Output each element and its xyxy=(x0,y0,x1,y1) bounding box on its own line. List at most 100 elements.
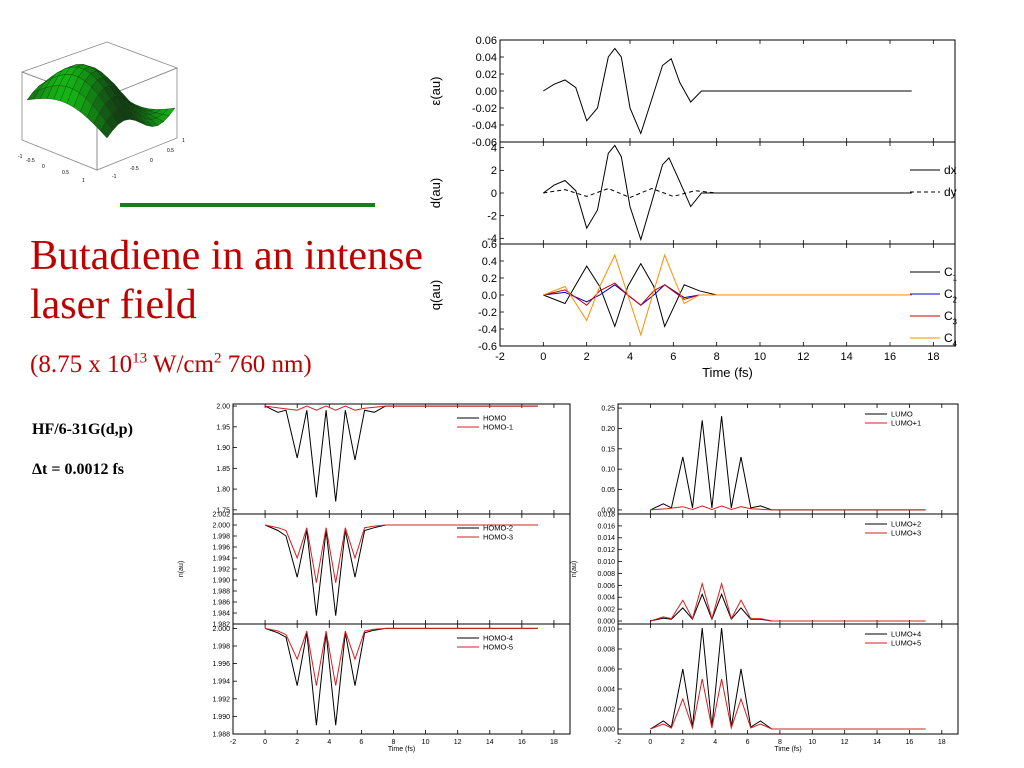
surface-tick-label: -0.5 xyxy=(26,158,35,164)
y-tick-label: 0.00 xyxy=(601,507,615,514)
series-line xyxy=(543,144,912,242)
y-tick-label: 1.80 xyxy=(216,487,230,494)
y-tick-label: 0 xyxy=(491,188,497,200)
y-tick-label: 0.008 xyxy=(597,571,615,578)
y-tick-label: 0.004 xyxy=(597,686,615,693)
y-tick-label: 0.4 xyxy=(482,256,497,268)
series-line xyxy=(650,592,926,622)
panel-frame xyxy=(617,623,959,735)
legend-label: HOMO xyxy=(483,414,506,423)
x-tick-label: 10 xyxy=(808,739,816,746)
legend-label: LUMO+4 xyxy=(891,630,921,639)
panel-frame xyxy=(232,513,571,625)
y-tick-label: 0.6 xyxy=(482,239,497,251)
x-tick-label: 18 xyxy=(938,739,946,746)
x-axis-label: Time (fs) xyxy=(388,746,415,753)
surface-tick-label: 0 xyxy=(150,158,153,164)
series-line xyxy=(543,187,912,199)
y-tick-label: 0.002 xyxy=(597,706,615,713)
y-tick-label: 1.75 xyxy=(216,507,230,514)
surface-tick-label: -1 xyxy=(112,174,117,180)
legend-label: HOMO-1 xyxy=(483,423,513,432)
legend-label: HOMO-5 xyxy=(483,643,513,652)
surface-tick-label: 1 xyxy=(82,178,85,184)
x-tick-label: 12 xyxy=(841,739,849,746)
legend-label: LUMO+5 xyxy=(891,639,921,648)
x-tick-label: 8 xyxy=(778,739,782,746)
y-tick-label: 2 xyxy=(491,165,497,177)
y-tick-label: 1.990 xyxy=(212,577,230,584)
series-line xyxy=(265,405,538,411)
panel-frame xyxy=(232,403,571,515)
y-tick-label: -0.4 xyxy=(478,324,497,336)
series-line xyxy=(264,524,538,616)
slide-subtitle: (8.75 x 1013 W/cm2 760 nm) xyxy=(30,350,312,378)
y-tick-label: 0.00 xyxy=(476,86,497,98)
surface-mesh xyxy=(26,64,176,139)
y-tick-label: 0.05 xyxy=(601,487,615,494)
x-tick-label: -2 xyxy=(495,351,505,363)
x-tick-label: 2 xyxy=(584,351,590,363)
x-axis-label: Time (fs) xyxy=(702,365,753,380)
surface-tick-label: 0.5 xyxy=(62,170,69,176)
y-tick-label: 0.06 xyxy=(476,35,497,47)
x-tick-label: 8 xyxy=(714,351,720,363)
legend-label: LUMO+3 xyxy=(891,529,921,538)
series-line xyxy=(650,505,926,511)
x-tick-label: 2 xyxy=(295,739,299,746)
y-axis-label: d(au) xyxy=(428,178,443,208)
y-tick-label: 0.20 xyxy=(601,426,615,433)
y-tick-label: -0.06 xyxy=(472,137,497,149)
y-tick-label: 1.988 xyxy=(212,588,230,595)
x-tick-label: 4 xyxy=(627,351,633,363)
series-line xyxy=(264,524,538,583)
series-line xyxy=(264,627,538,726)
surface-tick-label: 0 xyxy=(42,164,45,170)
legend-label: dx xyxy=(944,163,957,177)
slide-title: Butadiene in an intense laser field xyxy=(30,233,424,328)
x-tick-label: 16 xyxy=(884,351,896,363)
y-tick-label: 0.004 xyxy=(597,595,615,602)
y-tick-label: 0.006 xyxy=(597,666,615,673)
legend-label: HOMO-2 xyxy=(483,524,513,533)
y-tick-label: -0.04 xyxy=(472,120,497,132)
legend-label: C4 xyxy=(944,331,958,348)
series-line xyxy=(650,678,926,730)
x-tick-label: 6 xyxy=(746,739,750,746)
y-tick-label: 0.02 xyxy=(476,69,497,81)
surface-tick-labels: -1-0.500.51-1-0.500.51 xyxy=(18,138,185,184)
y-tick-label: 0.010 xyxy=(597,626,615,633)
y-tick-label: -4 xyxy=(487,233,497,245)
series-line xyxy=(650,416,926,511)
x-tick-label: 16 xyxy=(906,739,914,746)
surface-tick-label: 1 xyxy=(182,138,185,144)
y-tick-label: 0.008 xyxy=(597,646,615,653)
y-tick-label: 0.016 xyxy=(597,523,615,530)
legend-label: dy xyxy=(944,185,957,199)
x-tick-label: 10 xyxy=(422,739,430,746)
y-tick-label: 0.000 xyxy=(597,618,615,625)
y-tick-label: 1.994 xyxy=(212,679,230,686)
y-tick-label: 1.90 xyxy=(216,445,230,452)
y-tick-label: 0.012 xyxy=(597,547,615,554)
x-tick-label: 10 xyxy=(754,351,766,363)
y-tick-label: -0.6 xyxy=(478,341,497,353)
x-tick-label: 12 xyxy=(797,351,809,363)
y-tick-label: 0.000 xyxy=(597,726,615,733)
y-tick-label: 0.2 xyxy=(482,273,497,285)
y-tick-label: 0.018 xyxy=(597,511,615,518)
y-tick-label: 1.998 xyxy=(212,643,230,650)
x-tick-label: 14 xyxy=(873,739,881,746)
series-line xyxy=(265,627,538,686)
x-tick-label: 6 xyxy=(670,351,676,363)
series-line xyxy=(264,405,538,502)
x-tick-label: 0 xyxy=(648,739,652,746)
y-tick-label: 0.010 xyxy=(597,559,615,566)
timestep-label: Δt = 0.0012 fs xyxy=(32,461,125,478)
y-tick-label: 1.996 xyxy=(212,661,230,668)
x-tick-label: 12 xyxy=(454,739,462,746)
y-tick-label: 1.994 xyxy=(212,555,230,562)
x-tick-label: 0 xyxy=(540,351,546,363)
